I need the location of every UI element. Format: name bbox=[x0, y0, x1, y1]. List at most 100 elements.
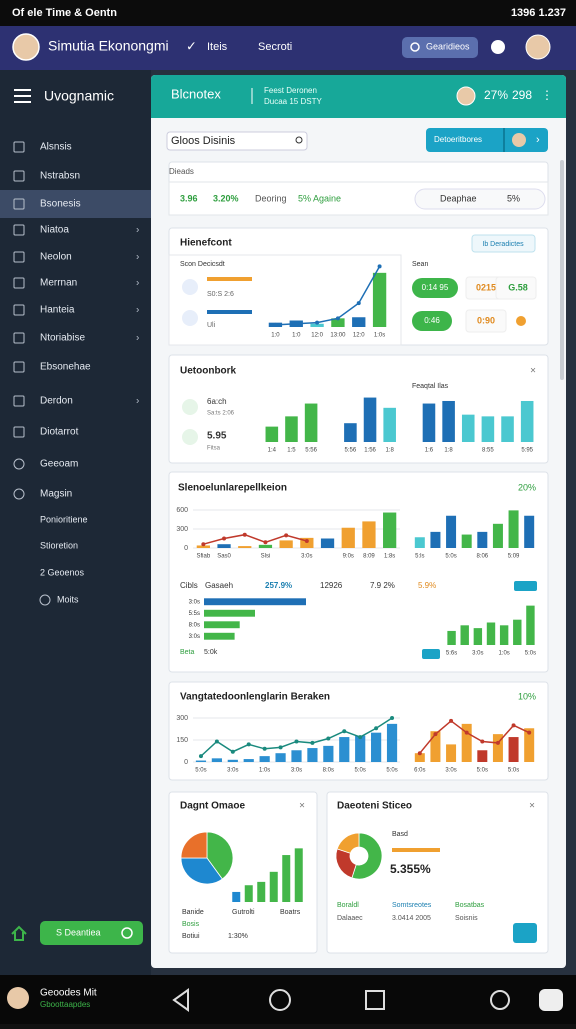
bar bbox=[383, 407, 396, 442]
close-icon[interactable]: × bbox=[529, 801, 535, 812]
menu-item[interactable]: Alsnsis bbox=[40, 142, 72, 153]
menu-item[interactable]: Neolon bbox=[40, 252, 72, 263]
y-tick-label: 300 bbox=[176, 715, 188, 722]
menu-icon bbox=[13, 224, 25, 236]
menu-item[interactable]: Stioretion bbox=[40, 540, 78, 550]
x-tick-label: 1:0s bbox=[498, 651, 509, 657]
bar bbox=[486, 622, 496, 645]
panel-button[interactable] bbox=[471, 234, 536, 253]
y-tick-label: 3:0s bbox=[189, 599, 200, 605]
line-point bbox=[284, 533, 289, 538]
close-icon[interactable]: × bbox=[299, 801, 305, 812]
menu-item[interactable]: Ebsonehae bbox=[40, 362, 91, 373]
sub-panel bbox=[168, 254, 402, 346]
y-tick-label: 0 bbox=[184, 545, 188, 552]
pill bbox=[495, 276, 537, 300]
menu-item[interactable]: Hanteia bbox=[40, 305, 75, 316]
nav-rotate[interactable] bbox=[490, 990, 510, 1010]
label: Scon Decicsdt bbox=[180, 261, 225, 268]
app-search[interactable] bbox=[402, 37, 478, 58]
label: Bosis bbox=[182, 921, 200, 928]
line-point bbox=[304, 539, 309, 544]
bar bbox=[372, 272, 387, 327]
x-tick-label: 1:6 bbox=[425, 448, 434, 454]
menu-item[interactable]: Niatoa bbox=[40, 225, 69, 236]
x-tick-label: 8:06 bbox=[476, 554, 488, 560]
label: Boatrs bbox=[280, 909, 301, 916]
menu-item[interactable]: Moits bbox=[57, 594, 79, 604]
menu-item[interactable]: Bsonesis bbox=[40, 199, 81, 210]
close-icon[interactable]: × bbox=[530, 366, 536, 377]
label: 5.355% bbox=[390, 862, 431, 876]
status-left: Of ele Time & Oentn bbox=[12, 7, 117, 19]
x-tick-label: 3:0s bbox=[472, 651, 483, 657]
menu-item[interactable]: Geeoam bbox=[40, 459, 78, 470]
x-tick-label: 5:0s bbox=[355, 768, 366, 774]
label: Uli bbox=[207, 322, 216, 329]
line-point bbox=[294, 321, 299, 326]
nav-recent[interactable] bbox=[365, 990, 385, 1010]
bar bbox=[520, 400, 534, 442]
chevron: › bbox=[136, 396, 139, 407]
label: Bosatbas bbox=[455, 902, 485, 909]
card-line: Ducaa 15 DSTY bbox=[264, 97, 322, 106]
bar bbox=[310, 323, 324, 327]
app-link[interactable]: Iteis bbox=[207, 41, 228, 53]
bar bbox=[446, 515, 457, 548]
profile-avatar[interactable] bbox=[525, 34, 551, 60]
home-icon[interactable] bbox=[11, 925, 27, 941]
more-icon[interactable]: ⋮ bbox=[541, 88, 553, 102]
line-point bbox=[511, 723, 516, 728]
panel-button[interactable] bbox=[513, 923, 537, 943]
line-point bbox=[342, 729, 347, 734]
x-tick-label: 5:95 bbox=[521, 448, 533, 454]
x-tick-label: 5:0s bbox=[525, 651, 536, 657]
icon bbox=[516, 316, 526, 326]
menu-item[interactable]: Derdon bbox=[40, 396, 73, 407]
label: 6a:ch bbox=[207, 397, 227, 406]
x-tick-label: 5:09 bbox=[508, 554, 520, 560]
nav-app[interactable] bbox=[539, 989, 563, 1011]
nav-back[interactable] bbox=[172, 988, 189, 1012]
bar bbox=[259, 756, 270, 762]
app-bar bbox=[0, 26, 576, 70]
pie-slice bbox=[351, 832, 383, 880]
bar bbox=[265, 426, 279, 442]
app-link[interactable]: Secroti bbox=[258, 41, 292, 53]
x-tick-label: 1:5 bbox=[287, 448, 296, 454]
bar bbox=[269, 871, 278, 902]
bar bbox=[258, 544, 273, 548]
label: 1:30% bbox=[228, 933, 248, 940]
label: Beta bbox=[180, 649, 195, 656]
menu-icon bbox=[13, 361, 25, 373]
label: 0:14 95 bbox=[422, 283, 449, 292]
label: Hienefcont bbox=[180, 238, 232, 249]
menu-item[interactable]: Nstrabsn bbox=[40, 171, 80, 182]
menu-item[interactable]: Merrnan bbox=[40, 278, 77, 289]
pie-slice bbox=[180, 857, 223, 885]
bar bbox=[294, 848, 303, 902]
x-tick-label: 5:0s bbox=[386, 768, 397, 774]
menu-item[interactable]: Ponioritiene bbox=[40, 514, 88, 524]
bar bbox=[524, 515, 535, 548]
sidebar-button[interactable] bbox=[40, 921, 143, 945]
icon bbox=[182, 429, 198, 445]
app-avatar[interactable] bbox=[12, 33, 40, 61]
menu-icon[interactable] bbox=[14, 89, 31, 103]
label: Daeoteni Sticeo bbox=[337, 801, 412, 812]
label: Somtsreotes bbox=[392, 902, 432, 909]
bar bbox=[344, 423, 357, 442]
menu-item[interactable]: Magsin bbox=[40, 489, 72, 500]
pie-slice bbox=[180, 831, 208, 859]
search-box[interactable] bbox=[166, 131, 308, 151]
bar bbox=[204, 598, 306, 606]
x-tick-label: Sas0 bbox=[217, 554, 231, 560]
nav-home[interactable] bbox=[269, 989, 291, 1011]
menu-item[interactable]: Diotarrot bbox=[40, 427, 79, 438]
label: 257.9% bbox=[265, 581, 292, 590]
menu-item[interactable]: 2 Geoenos bbox=[40, 567, 85, 577]
x-tick-label: 5:6s bbox=[446, 651, 457, 657]
menu-item[interactable]: Ntoriabise bbox=[40, 333, 85, 344]
summary-search[interactable] bbox=[414, 188, 546, 210]
settings-icon[interactable] bbox=[491, 40, 505, 54]
